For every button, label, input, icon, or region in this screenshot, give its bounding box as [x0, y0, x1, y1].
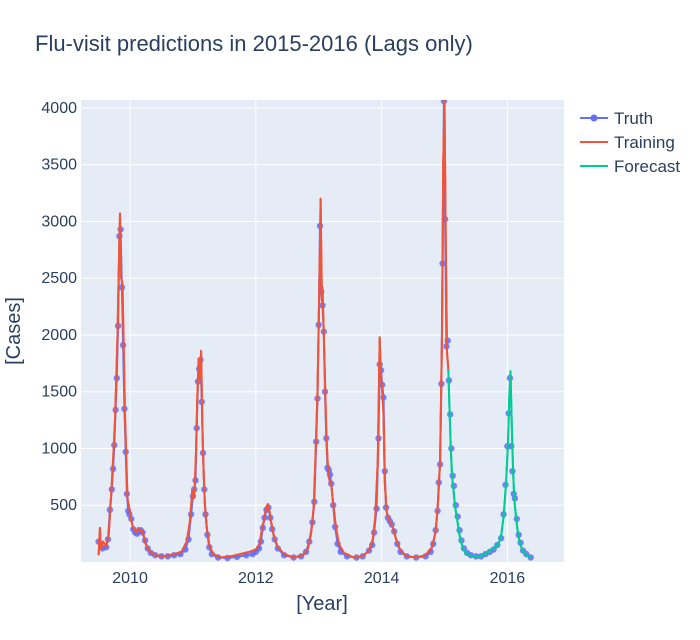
y-tick-label: 500	[50, 497, 77, 514]
x-axis-ticks: 2010 2012 2014 2016	[112, 570, 525, 587]
x-tick-label: 2014	[364, 570, 400, 587]
legend-item-forecast: Forecast	[580, 157, 680, 176]
legend-label-forecast: Forecast	[614, 157, 680, 176]
y-tick-label: 1000	[41, 440, 77, 457]
x-tick-label: 2012	[238, 570, 274, 587]
truth-point	[103, 544, 110, 551]
series-layer	[95, 100, 534, 562]
y-axis-ticks: 500 1000 1500 2000 2500 3000 3500 4000	[41, 100, 77, 514]
legend-item-truth: Truth	[580, 109, 653, 128]
x-tick-label: 2010	[112, 570, 148, 587]
legend-item-training: Training	[580, 133, 675, 152]
y-tick-label: 1500	[41, 384, 77, 401]
y-tick-label: 3000	[41, 213, 77, 230]
y-tick-label: 3500	[41, 157, 77, 174]
y-tick-label: 4000	[41, 100, 77, 117]
x-axis-title: [Year]	[296, 593, 348, 615]
forecast-line-overlay	[447, 368, 532, 559]
legend-label-truth: Truth	[614, 109, 653, 128]
legend: Truth Training Forecast	[580, 109, 680, 176]
training-line-overlay	[97, 100, 450, 559]
legend-marker-truth	[590, 114, 598, 122]
y-axis-title: [Cases]	[3, 297, 25, 365]
chart-title: Flu-visit predictions in 2015-2016 (Lags…	[35, 31, 473, 56]
plot-area	[81, 100, 564, 562]
y-tick-label: 2500	[41, 270, 77, 287]
x-tick-label: 2016	[490, 570, 526, 587]
y-tick-label: 2000	[41, 327, 77, 344]
legend-label-training: Training	[614, 133, 675, 152]
